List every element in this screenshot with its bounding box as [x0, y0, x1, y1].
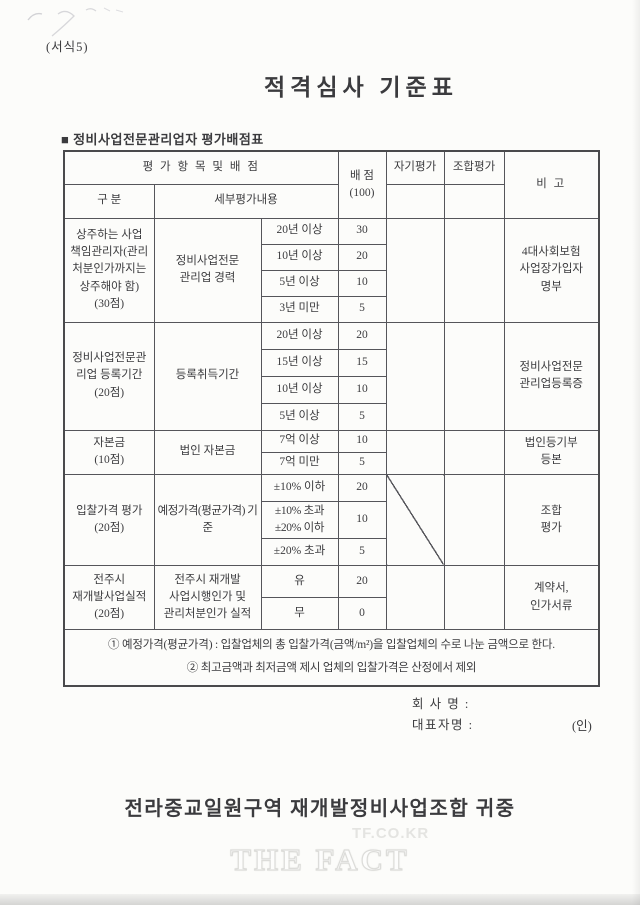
header-remark: 비 고	[503, 150, 600, 219]
criteria-cell: 무	[260, 597, 339, 630]
criteria-cell: 20년 이상	[260, 321, 339, 350]
criteria-cell: 5년 이상	[260, 269, 339, 297]
category-cell: 자본금 (10점)	[63, 429, 155, 475]
page-title: 적격심사 기준표	[264, 75, 458, 100]
detail-cell: 예정가격(평균가격) 기준	[153, 473, 262, 566]
self-eval-cell	[385, 321, 445, 431]
union-eval-cell	[443, 473, 505, 566]
header-eval-items: 평 가 항 목 및 배 점	[63, 150, 339, 185]
criteria-cell: ±20% 초과	[260, 538, 339, 566]
criteria-cell: ±10% 이하	[260, 473, 339, 502]
remark-cell: 4대사회보험 사업장가입자 명부	[503, 217, 600, 323]
category-cell: 전주시 재개발사업실적 (20점)	[63, 565, 155, 630]
criteria-cell: 5년 이상	[260, 402, 339, 431]
score-cell: 5	[337, 451, 387, 475]
category-cell: 정비사업전문관 리업 등록기간 (20점)	[63, 321, 155, 431]
header-self-eval: 자기평가	[385, 150, 445, 185]
score-cell: 20	[337, 243, 387, 271]
self-eval-cell	[385, 565, 445, 630]
union-eval-cell	[443, 217, 505, 323]
ceo-name-label: 대표자명 :	[412, 718, 474, 732]
union-eval-cell	[443, 429, 505, 475]
recipient-line: 전라중교일원구역 재개발정비사업조합 귀중	[124, 798, 516, 820]
score-cell: 5	[337, 295, 387, 323]
header-score: 배 점 (100)	[337, 150, 387, 219]
company-name-label: 회 사 명 :	[412, 697, 470, 711]
score-cell: 0	[337, 597, 387, 630]
detail-cell: 전주시 재개발 사업시행인가 및 관리처분인가 실적	[153, 565, 262, 630]
evaluation-score-table: 평 가 항 목 및 배 점 배 점 (100) 자기평가 조합평가 비 고 구 …	[63, 150, 600, 687]
criteria-cell: 10년 이상	[260, 243, 339, 271]
remark-cell: 조합 평가	[503, 473, 600, 566]
header-union-eval-sub	[443, 183, 505, 219]
pen-scribble-marks	[27, 7, 124, 37]
footnote-1: ① 예정가격(평균가격) : 입찰업체의 총 입찰가격(금액/m²)을 입찰업체…	[108, 639, 555, 652]
category-cell: 상주하는 사업 책임관리자(관리 처분인가까지는 상주해야 함) (30점)	[63, 217, 155, 323]
criteria-cell: 7억 이상	[260, 429, 339, 453]
scan-edge-right	[632, 0, 640, 905]
criteria-cell: 유	[260, 565, 339, 598]
score-cell: 30	[337, 217, 387, 245]
criteria-cell: 10년 이상	[260, 375, 339, 404]
header-self-eval-sub	[385, 183, 445, 219]
criteria-cell: 7억 미만	[260, 451, 339, 475]
criteria-cell: 20년 이상	[260, 217, 339, 245]
footnote-2: ② 최고금액과 최저금액 제시 업체의 입찰가격은 산정에서 제외	[186, 662, 477, 675]
category-cell: 입찰가격 평가 (20점)	[63, 473, 155, 566]
score-cell: 20	[337, 565, 387, 598]
remark-cell: 법인등기부 등본	[503, 429, 600, 475]
score-cell: 10	[337, 500, 387, 539]
self-eval-cell	[385, 429, 445, 475]
header-category: 구 분	[63, 183, 155, 219]
remark-cell: 계약서, 인가서류	[503, 565, 600, 630]
detail-cell: 정비사업전문 관리업 경력	[153, 217, 262, 323]
scan-edge-bottom	[0, 894, 640, 905]
table-caption: ■ 정비사업전문관리업자 평가배점표	[61, 132, 264, 147]
score-cell: 5	[337, 538, 387, 566]
header-score-label: 배 점	[349, 169, 375, 182]
score-cell: 20	[337, 321, 387, 350]
watermark-url: TF.CO.KR	[352, 825, 430, 842]
union-eval-cell	[443, 565, 505, 630]
header-score-total: (100)	[349, 186, 375, 199]
score-cell: 10	[337, 375, 387, 404]
seal-label: (인)	[572, 719, 592, 733]
self-eval-slash-cell	[385, 473, 445, 566]
remark-cell: 정비사업전문 관리업등록증	[503, 321, 600, 431]
self-eval-cell	[385, 217, 445, 323]
watermark-logo: THE FACT	[230, 842, 410, 877]
header-union-eval: 조합평가	[443, 150, 505, 185]
detail-cell: 법인 자본금	[153, 429, 262, 475]
table-footnotes: ① 예정가격(평균가격) : 입찰업체의 총 입찰가격(금액/m²)을 입찰업체…	[63, 629, 600, 686]
criteria-cell: ±10% 초과 ±20% 이하	[260, 500, 339, 539]
header-detail: 세부평가내용	[153, 183, 339, 219]
detail-cell: 등록취득기간	[153, 321, 262, 431]
score-cell: 5	[337, 402, 387, 431]
form-number-label: (서식5)	[46, 40, 89, 54]
criteria-cell: 15년 이상	[260, 348, 339, 377]
score-cell: 15	[337, 348, 387, 377]
score-cell: 10	[337, 269, 387, 297]
score-cell: 20	[337, 473, 387, 502]
union-eval-cell	[443, 321, 505, 431]
criteria-cell: 3년 미만	[260, 295, 339, 323]
score-cell: 10	[337, 429, 387, 453]
